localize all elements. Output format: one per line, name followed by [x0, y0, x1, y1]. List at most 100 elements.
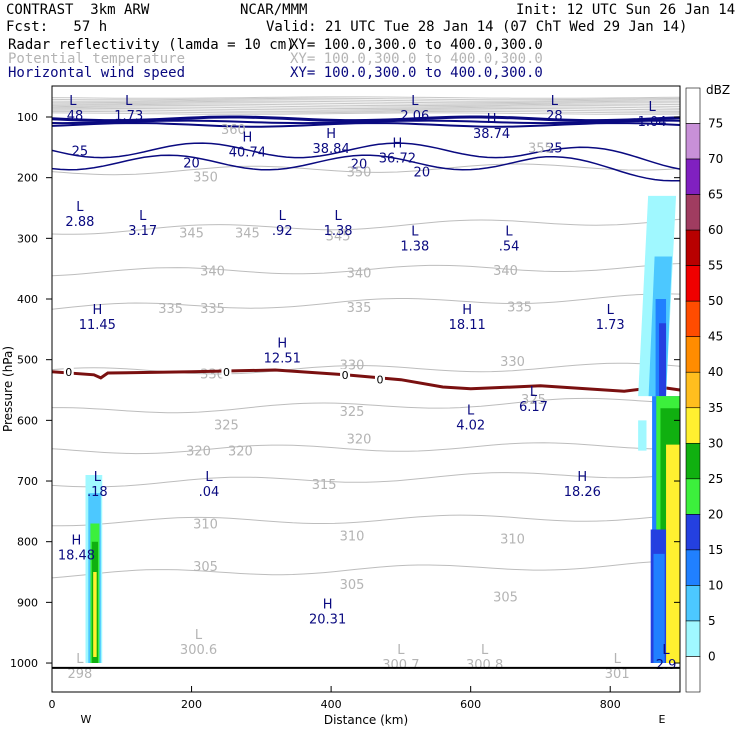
theta-contour-label: 305 — [193, 560, 218, 575]
y-tick-label: 500 — [17, 354, 38, 367]
extremum-value: 2.06 — [400, 109, 429, 124]
extremum-value: .54 — [499, 239, 520, 254]
colorbar-swatch — [685, 478, 701, 515]
extremum-value: 38.84 — [313, 142, 350, 157]
extremum-value: 301 — [605, 667, 630, 682]
theta-contour-upper — [51, 108, 681, 111]
wind-contour-jet — [51, 119, 681, 125]
colorbar-label: 45 — [708, 330, 723, 344]
theta-contour-label: 305 — [340, 578, 365, 593]
colorbar-label: 10 — [708, 578, 723, 592]
y-tick-label: 100 — [17, 111, 38, 124]
theta-contour-340 — [51, 263, 681, 277]
theta-contour-label: 315 — [312, 478, 337, 493]
theta-contour-upper — [51, 97, 681, 101]
extremum-type: H — [462, 303, 472, 318]
extremum-value: 2.9 — [656, 658, 677, 673]
colorbar-swatch — [685, 620, 701, 657]
extremum-value: .04 — [199, 485, 220, 500]
theta-contour-upper — [51, 109, 681, 112]
extremum-type: L — [607, 303, 615, 318]
wind-contour-20 — [51, 154, 681, 182]
wind-contour-label: 20 — [183, 157, 200, 172]
theta-contour-upper — [52, 110, 681, 114]
field-name-theta: Potential temperature — [8, 51, 186, 67]
extremum-type: L — [397, 643, 405, 658]
extremum-type: H — [92, 303, 102, 318]
extremum-type: L — [139, 209, 147, 224]
extremum-value: 1.73 — [114, 109, 143, 124]
extremum-type: H — [72, 534, 82, 549]
x-tick-label: 200 — [181, 698, 202, 711]
theta-contour-345 — [51, 218, 681, 235]
reflectivity-cell-west — [93, 572, 97, 657]
freezing-label-bg — [221, 365, 232, 378]
theta-contour-label: 305 — [493, 590, 518, 605]
field-xy-reflectivity: XY= 100.0,300.0 to 400.0,300.0 — [290, 37, 543, 53]
freezing-label-bg — [340, 368, 351, 381]
theta-contour-350 — [51, 163, 681, 176]
theta-contour-label: 345 — [235, 226, 260, 241]
colorbar-swatch — [685, 549, 701, 586]
extremum-type: L — [195, 628, 203, 643]
extremum-type: H — [393, 136, 403, 151]
y-tick-label: 400 — [17, 293, 38, 306]
theta-contour-label: 360 — [221, 123, 246, 138]
wind-contour-label: 25 — [72, 144, 89, 159]
colorbar-label: 70 — [708, 152, 723, 166]
extremum-value: 40.74 — [229, 145, 266, 160]
extremum-type: L — [76, 200, 84, 215]
theta-contour-label: 355 — [528, 141, 553, 156]
extremum-type: L — [662, 643, 670, 658]
theta-contour-label: 335 — [158, 302, 183, 317]
extremum-type: H — [326, 127, 336, 142]
colorbar-unit: dBZ — [706, 83, 730, 97]
field-name-wind: Horizontal wind speed — [8, 65, 186, 81]
extremum-value: 36.72 — [379, 151, 416, 166]
colorbar-swatch — [685, 158, 701, 195]
theta-contour-label: 325 — [521, 393, 546, 408]
extremum-type: H — [242, 130, 252, 145]
wind-contour-25 — [51, 142, 681, 170]
extremum-value: 300.7 — [382, 658, 419, 673]
y-tick-label: 600 — [17, 414, 38, 427]
theta-contour-label: 330 — [500, 355, 525, 370]
reflectivity-cell-east — [659, 323, 667, 397]
reflectivity-cell-east — [638, 420, 647, 451]
extremum-type: L — [467, 403, 475, 418]
extremum-value: 298 — [67, 667, 92, 682]
extremum-value: 11.45 — [79, 318, 116, 333]
theta-contour-upper — [51, 105, 681, 108]
x-tick-label: 800 — [600, 698, 621, 711]
extremum-value: .18 — [87, 485, 108, 500]
theta-contour-label: 325 — [214, 419, 239, 434]
extremum-type: L — [648, 100, 656, 115]
extremum-type: L — [69, 94, 77, 109]
theta-contour-label: 320 — [228, 445, 253, 460]
y-tick-label: 200 — [17, 172, 38, 185]
extremum-value: 18.11 — [449, 318, 486, 333]
x-axis-label: Distance (km) — [324, 713, 408, 727]
extremum-value: 28 — [546, 109, 563, 124]
freezing-label-bg — [374, 373, 385, 386]
colorbar-label: 60 — [708, 223, 723, 237]
theta-contour-label: 325 — [340, 405, 365, 420]
init-time: Init: 12 UTC Sun 26 Jan 14 — [516, 2, 736, 18]
theta-contour-label: 320 — [186, 445, 211, 460]
colorbar-swatch — [685, 514, 701, 551]
theta-contour-label: 340 — [493, 264, 518, 279]
theta-contour-label: 310 — [340, 530, 365, 545]
freezing-label: 0 — [223, 366, 230, 379]
extremum-value: .92 — [272, 224, 293, 239]
freezing-isotherm — [51, 368, 681, 393]
theta-contour-label: 345 — [326, 229, 351, 244]
extremum-value: 1.04 — [638, 115, 667, 130]
extremum-value: 300.6 — [180, 643, 217, 658]
field-xy-theta: XY= 100.0,300.0 to 400.0,300.0 — [290, 51, 543, 67]
theta-contour-label: 350 — [347, 166, 372, 181]
theta-contour-label: 335 — [507, 300, 532, 315]
theta-contour-label: 345 — [179, 226, 204, 241]
colorbar-swatch — [685, 87, 701, 124]
colorbar-swatch — [685, 229, 701, 266]
extremum-type: L — [94, 470, 102, 485]
